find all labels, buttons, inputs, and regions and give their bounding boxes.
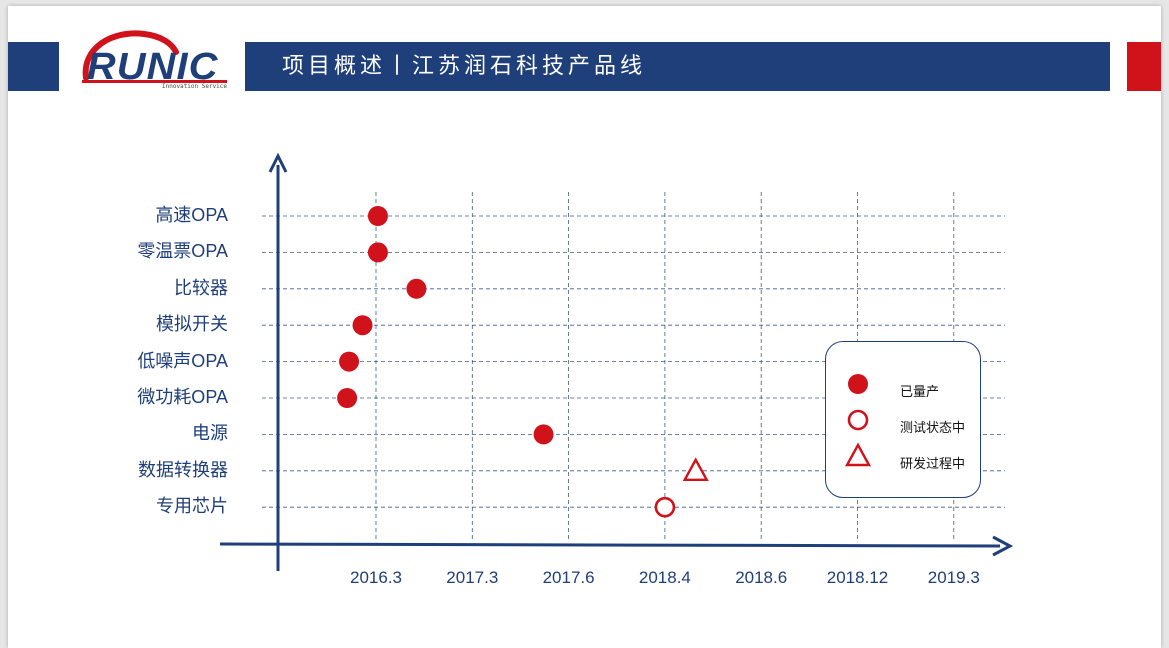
x-tick-label: 2018.4 xyxy=(638,568,691,587)
data-point xyxy=(339,351,360,372)
y-category-label: 高速OPA xyxy=(155,205,228,225)
x-tick-label: 2017.6 xyxy=(542,568,595,587)
runic-logo: RUNIC Innovation Service xyxy=(72,28,237,94)
data-point xyxy=(682,457,709,481)
x-axis-arrow-icon xyxy=(992,535,1014,557)
legend: 已量产测试状态中研发过程中 xyxy=(825,341,981,498)
y-category-label: 专用芯片 xyxy=(156,496,228,517)
logo-arc-icon xyxy=(82,30,179,81)
y-category-label: 数据转换器 xyxy=(138,459,228,480)
legend-label: 已量产 xyxy=(900,384,940,399)
x-tick-label: 2017.3 xyxy=(446,568,499,587)
data-point xyxy=(533,424,554,445)
legend-marker-in_development xyxy=(844,442,872,467)
data-point xyxy=(367,242,388,263)
legend-label: 测试状态中 xyxy=(900,420,966,435)
x-axis-line xyxy=(219,542,1001,548)
y-category-label: 电源 xyxy=(192,423,228,444)
slide-canvas xyxy=(8,6,1161,648)
page-title: 项目概述丨江苏润石科技产品线 xyxy=(282,54,647,79)
y-category-label: 零温票OPA xyxy=(137,241,228,262)
y-category-label: 比较器 xyxy=(174,277,228,298)
legend-label: 研发过程中 xyxy=(900,456,966,471)
data-point xyxy=(367,206,388,226)
data-point xyxy=(654,496,676,518)
y-category-label: 模拟开关 xyxy=(156,314,228,335)
legend-markers xyxy=(844,374,872,467)
x-tick-label: 2018.12 xyxy=(826,568,889,587)
y-category-label: 低噪声OPA xyxy=(137,350,228,371)
y-axis-arrow-icon xyxy=(268,152,288,173)
legend-marker-testing xyxy=(847,409,869,431)
data-point xyxy=(406,278,427,299)
x-tick-label: 2018.6 xyxy=(735,568,788,587)
header-band-right-accent xyxy=(1127,42,1161,91)
legend-marker-mass_production xyxy=(848,374,868,394)
data-point xyxy=(337,388,358,408)
header-band-left xyxy=(8,42,59,91)
x-tick-label: 2019.3 xyxy=(927,568,980,587)
y-category-label: 微功耗OPA xyxy=(137,387,228,407)
header-band: 项目概述丨江苏润石科技产品线 xyxy=(245,42,1110,91)
logo-tagline: Innovation Service xyxy=(162,83,228,90)
data-point xyxy=(352,315,373,336)
x-tick-label: 2016.3 xyxy=(350,568,402,587)
logo-underline xyxy=(82,80,227,83)
